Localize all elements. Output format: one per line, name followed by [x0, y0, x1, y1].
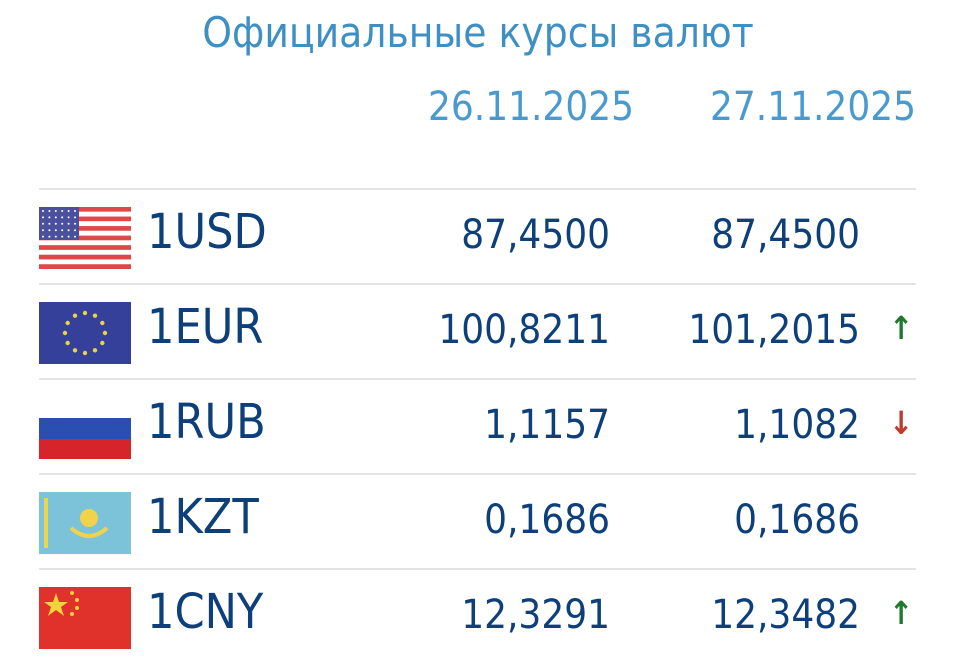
table-row: 1EUR 100,8211 101,2015 ↑ [39, 283, 916, 380]
currency-code: 1CNY [147, 584, 264, 640]
rate-previous: 1,1157 [484, 402, 610, 448]
rate-current: 0,1686 [734, 497, 860, 543]
table-row: 1RUB 1,1157 1,1082 ↓ [39, 378, 916, 475]
page-title: Официальные курсы валют [202, 8, 754, 57]
date-column-header: 26.11.2025 [428, 84, 634, 130]
us-flag-icon [39, 207, 131, 269]
currency-code: 1USD [147, 204, 267, 260]
currency-code: 1KZT [147, 489, 259, 545]
rate-current: 101,2015 [688, 307, 860, 353]
ru-flag-icon [39, 397, 131, 459]
arrow-up-icon: ↑ [889, 309, 914, 347]
table-row: 1CNY 12,3291 12,3482 ↑ [39, 568, 916, 665]
rate-current: 12,3482 [711, 592, 860, 638]
eu-flag-icon [39, 302, 131, 364]
rate-current: 87,4500 [711, 212, 860, 258]
table-row: 1USD 87,4500 87,4500 [39, 188, 916, 285]
cn-flag-icon [39, 587, 131, 649]
rate-previous: 100,8211 [438, 307, 610, 353]
arrow-down-icon: ↓ [889, 404, 914, 442]
rate-previous: 12,3291 [461, 592, 610, 638]
kz-flag-icon [39, 492, 131, 554]
date-column-header: 27.11.2025 [710, 84, 916, 130]
table-row: 1KZT 0,1686 0,1686 [39, 473, 916, 570]
rate-previous: 87,4500 [461, 212, 610, 258]
rate-previous: 0,1686 [484, 497, 610, 543]
rate-current: 1,1082 [734, 402, 860, 448]
currency-code: 1RUB [147, 394, 266, 450]
arrow-up-icon: ↑ [889, 594, 914, 632]
currency-code: 1EUR [147, 299, 264, 355]
